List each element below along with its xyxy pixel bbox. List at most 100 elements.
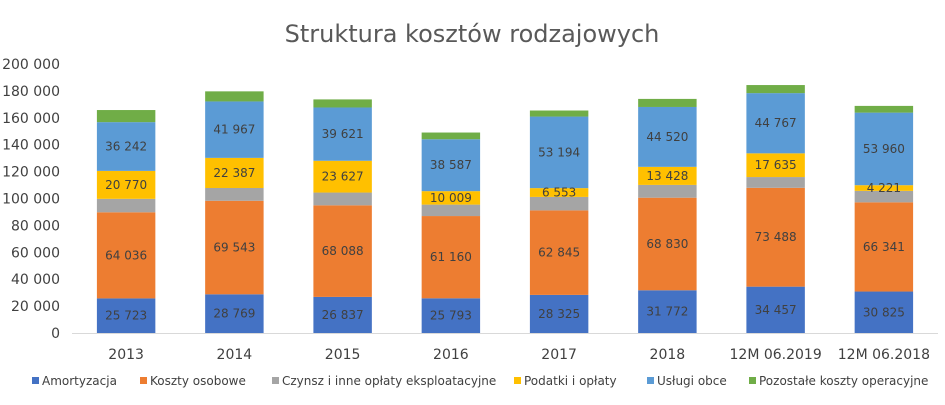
y-tick-label: 120 000 bbox=[2, 165, 60, 181]
bar-segment bbox=[746, 286, 805, 333]
data-label: 61 160 bbox=[430, 250, 472, 264]
bar-segment bbox=[96, 170, 156, 199]
data-label: 6 553 bbox=[542, 186, 576, 200]
legend: Amortyzacja Koszty osobowe Czynsz i inne o… bbox=[32, 374, 928, 388]
data-label: 20 770 bbox=[105, 178, 147, 192]
bar-segment bbox=[638, 166, 697, 185]
bar-segment bbox=[854, 190, 914, 203]
data-label: 10 009 bbox=[430, 191, 472, 205]
bar-segment bbox=[529, 196, 589, 211]
bar-segment bbox=[421, 139, 481, 192]
x-tick-label: 2015 bbox=[325, 347, 361, 363]
bar-segment bbox=[854, 112, 914, 186]
bar-segment bbox=[854, 202, 914, 292]
x-tick-label: 2014 bbox=[217, 347, 253, 363]
data-label: 41 967 bbox=[213, 123, 255, 137]
data-label: 69 543 bbox=[213, 241, 255, 255]
bar-segment bbox=[205, 101, 264, 158]
bar-segment bbox=[529, 116, 589, 189]
y-tick-label: 180 000 bbox=[2, 84, 60, 100]
data-label: 34 457 bbox=[755, 303, 797, 317]
y-tick-label: 0 bbox=[51, 326, 60, 342]
legend-swatch bbox=[647, 377, 654, 384]
bars-group bbox=[96, 85, 914, 333]
bar-segment bbox=[638, 184, 697, 198]
data-label: 44 520 bbox=[646, 130, 688, 144]
data-label: 53 960 bbox=[863, 142, 905, 156]
bar-segment bbox=[96, 122, 156, 171]
data-label: 22 387 bbox=[213, 166, 255, 180]
bar-segment bbox=[421, 191, 481, 205]
bar-segment bbox=[638, 106, 697, 167]
bar-segment bbox=[421, 132, 481, 140]
data-label: 39 621 bbox=[322, 127, 364, 141]
legend-swatch bbox=[140, 377, 147, 384]
bar-segment bbox=[421, 298, 481, 333]
x-tick-label: 12M 06.2019 bbox=[730, 347, 822, 363]
legend-label: Czynsz i inne opłaty eksploatacyjne bbox=[282, 374, 496, 388]
data-label: 73 488 bbox=[755, 230, 797, 244]
legend-swatch bbox=[272, 377, 279, 384]
data-label: 36 242 bbox=[105, 140, 147, 154]
bar-segment bbox=[854, 185, 914, 191]
legend-label: Pozostałe koszty operacyjne bbox=[759, 374, 928, 388]
bar-segment bbox=[746, 93, 805, 154]
y-tick-label: 60 000 bbox=[11, 245, 60, 261]
bar-segment bbox=[313, 107, 372, 161]
data-label: 44 767 bbox=[755, 116, 797, 130]
data-label: 25 723 bbox=[105, 309, 147, 323]
data-label: 64 036 bbox=[105, 248, 147, 262]
bar-segment bbox=[96, 212, 156, 299]
legend-swatch bbox=[514, 377, 521, 384]
bar-segment bbox=[746, 187, 805, 287]
y-tick-label: 80 000 bbox=[11, 218, 60, 234]
data-label: 68 088 bbox=[322, 244, 364, 258]
data-label: 26 837 bbox=[322, 308, 364, 322]
data-label: 13 428 bbox=[646, 169, 688, 183]
bar-segment bbox=[529, 110, 589, 117]
data-label: 62 845 bbox=[538, 246, 580, 260]
data-label: 53 194 bbox=[538, 145, 580, 159]
bar-segment bbox=[746, 153, 805, 178]
y-tick-label: 40 000 bbox=[11, 272, 60, 288]
bar-segment bbox=[746, 177, 805, 188]
bar-segment bbox=[638, 290, 697, 333]
bar-segment bbox=[96, 198, 156, 213]
legend-swatch bbox=[32, 377, 39, 384]
bar-segment bbox=[529, 294, 589, 333]
legend-label: Podatki i opłaty bbox=[524, 374, 617, 388]
data-label: 30 825 bbox=[863, 305, 905, 319]
bar-segment bbox=[421, 216, 481, 299]
bar-segment bbox=[96, 298, 156, 333]
y-tick-label: 100 000 bbox=[2, 192, 60, 208]
x-tick-label: 2016 bbox=[433, 347, 469, 363]
bar-segment bbox=[529, 210, 589, 295]
bar-segment bbox=[313, 192, 372, 206]
y-tick-label: 140 000 bbox=[2, 138, 60, 154]
bar-segment bbox=[638, 98, 697, 107]
bar-segment bbox=[96, 110, 156, 123]
legend-label: Koszty osobowe bbox=[150, 374, 246, 388]
legend-label: Usługi obce bbox=[657, 374, 727, 388]
y-tick-label: 160 000 bbox=[2, 111, 60, 127]
bar-segment bbox=[313, 296, 372, 333]
data-label: 31 772 bbox=[646, 305, 688, 319]
bar-segment bbox=[313, 205, 372, 297]
y-axis: 0 20 000 40 000 60 000 80 000 100 000 120 000 1… bbox=[2, 57, 60, 342]
data-label: 25 793 bbox=[430, 309, 472, 323]
chart-title: Struktura kosztów rodzajowych bbox=[285, 20, 660, 48]
bar-segment bbox=[854, 291, 914, 333]
data-label: 38 587 bbox=[430, 158, 472, 172]
bar-segment bbox=[638, 197, 697, 291]
y-tick-label: 200 000 bbox=[2, 57, 60, 73]
bar-segment bbox=[205, 157, 264, 188]
data-label: 4 221 bbox=[867, 181, 901, 195]
x-tick-label: 2018 bbox=[650, 347, 686, 363]
x-tick-label: 12M 06.2018 bbox=[838, 347, 930, 363]
y-tick-label: 20 000 bbox=[11, 299, 60, 315]
data-label: 68 830 bbox=[646, 237, 688, 251]
data-labels-group: 25 723 64 036 20 770 36 242 28 769 69 543 22 3… bbox=[105, 116, 905, 322]
legend-swatch bbox=[749, 377, 756, 384]
x-tick-label: 2017 bbox=[541, 347, 577, 363]
